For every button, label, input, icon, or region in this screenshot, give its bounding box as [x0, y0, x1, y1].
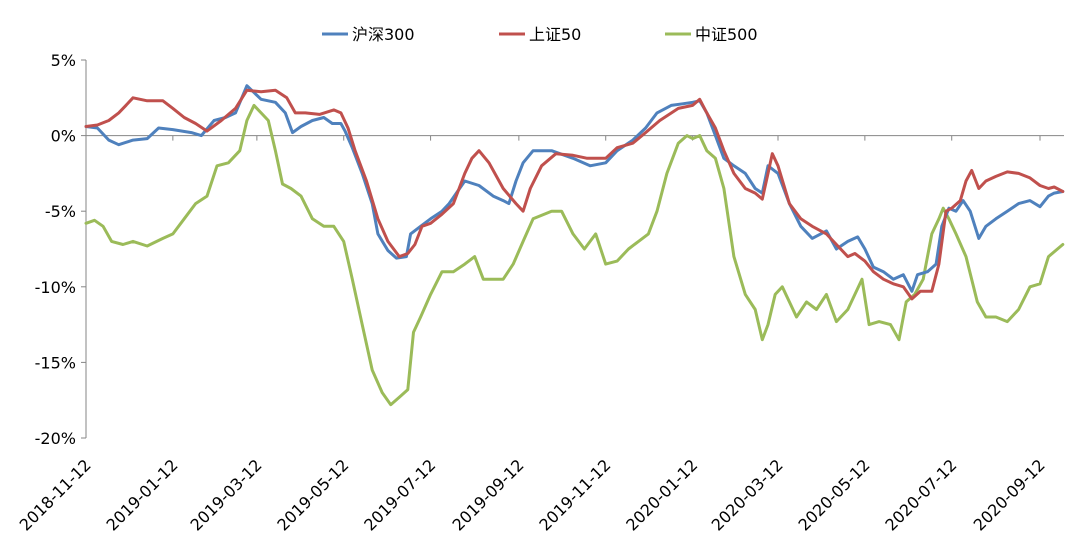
series-line-0 [84, 84, 1065, 293]
legend-label: 中证500 [695, 25, 758, 44]
y-tick-label: 5% [51, 51, 76, 70]
legend: 沪深300 上证50 中证500 [322, 25, 758, 44]
x-tick-label: 2019-03-12 [187, 455, 266, 534]
x-axis: 2018-11-12 2019-01-12 2019-03-12 2019-05-12… [16, 135, 1049, 535]
y-tick-label: 0% [51, 127, 76, 146]
x-tick-label: 2019-11-12 [535, 455, 614, 534]
y-tick-label: -20% [35, 429, 76, 448]
x-tick-label: 2019-05-12 [273, 455, 352, 534]
x-tick-label: 2020-01-12 [622, 455, 701, 534]
legend-label: 上证50 [529, 25, 581, 44]
y-axis: 5% 0% -5% -10% -15% -20% [35, 51, 87, 448]
x-tick-label: 2018-11-12 [16, 455, 95, 534]
x-tick-label: 2019-01-12 [103, 455, 182, 534]
series-layer [84, 84, 1065, 407]
x-tick-label: 2020-09-12 [970, 455, 1049, 534]
x-tick-label: 2020-07-12 [881, 455, 960, 534]
x-tick-label: 2020-05-12 [795, 455, 874, 534]
legend-label: 沪深300 [352, 25, 415, 44]
x-tick-label: 2019-07-12 [360, 455, 439, 534]
y-tick-label: -5% [45, 202, 76, 221]
x-tick-label: 2019-09-12 [449, 455, 528, 534]
y-tick-label: -10% [35, 278, 76, 297]
x-tick-label: 2020-03-12 [708, 455, 787, 534]
series-line-2 [84, 103, 1065, 407]
y-tick-label: -15% [35, 353, 76, 372]
series-line-1 [84, 88, 1065, 301]
